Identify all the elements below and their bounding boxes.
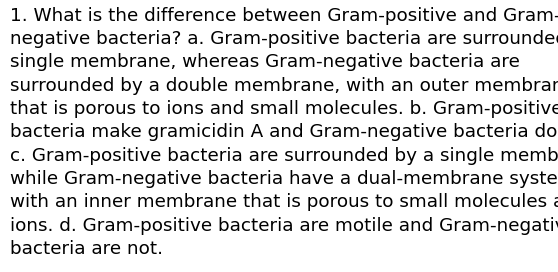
Text: 1. What is the difference between Gram-positive and Gram-
negative bacteria? a. : 1. What is the difference between Gram-p… <box>10 7 558 258</box>
